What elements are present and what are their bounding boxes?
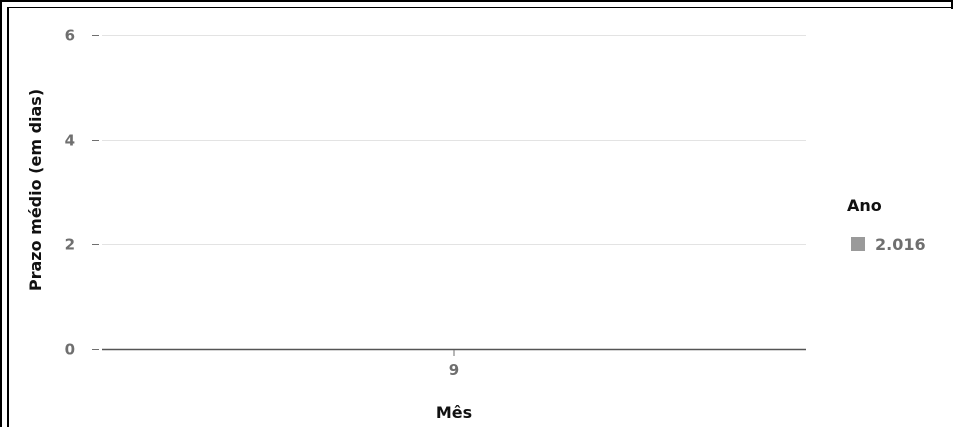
x-tick-label-9: 9 <box>449 361 459 379</box>
legend: Ano 2.016 <box>847 196 926 254</box>
frame-top-border <box>0 0 953 2</box>
legend-swatch-2016 <box>851 237 865 251</box>
frame-left-inner-border <box>7 7 9 427</box>
tick-labels: 0 2 4 6 9 <box>65 27 460 380</box>
y-tick-label-0: 0 <box>65 341 75 359</box>
legend-title: Ano <box>847 196 882 215</box>
frame-left-border <box>0 0 2 427</box>
y-tick-label-6: 6 <box>65 27 75 45</box>
grid-lines <box>102 35 806 245</box>
axes <box>92 35 806 356</box>
y-tick-label-4: 4 <box>65 132 75 150</box>
y-axis-title: Prazo médio (em dias) <box>26 89 45 291</box>
frame-top-inner-border <box>7 7 952 8</box>
x-axis-title: Mês <box>436 403 472 422</box>
legend-label-2016: 2.016 <box>875 235 926 254</box>
frame-right-border <box>951 0 953 9</box>
y-tick-label-2: 2 <box>65 236 75 254</box>
